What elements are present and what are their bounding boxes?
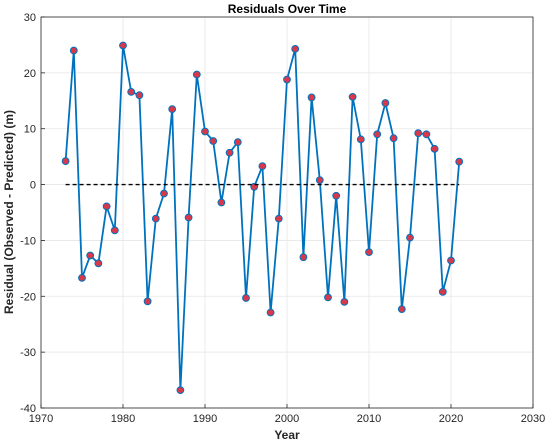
residual-point <box>135 91 144 100</box>
residual-point <box>291 44 300 53</box>
residual-point <box>324 293 332 302</box>
y-tick-label: 20 <box>24 68 36 80</box>
residual-point <box>225 148 234 157</box>
tick-group: 1970 1980 1990 2000 2010 2020 2030-40-30-20-10… <box>20 12 545 425</box>
residual-point <box>422 130 431 139</box>
y-axis-label: Residual (Observed - Predicted) (m) <box>2 110 16 314</box>
x-tick-label: 2020 <box>439 413 463 425</box>
residual-point <box>176 386 185 395</box>
residual-point <box>397 305 406 314</box>
y-tick-label: 0 <box>30 180 36 192</box>
residual-point <box>414 129 423 138</box>
residual-point <box>406 233 414 242</box>
y-tick-label: -40 <box>20 403 36 415</box>
residual-point <box>78 273 86 282</box>
residual-point <box>192 70 201 79</box>
x-axis-label: Year <box>274 428 300 442</box>
residual-point <box>209 137 218 145</box>
series-group <box>61 41 464 395</box>
residual-point <box>94 259 103 268</box>
residual-point <box>110 226 119 235</box>
residual-point <box>168 105 177 114</box>
residual-point <box>61 157 70 166</box>
residual-point <box>160 189 168 198</box>
y-tick-label: 30 <box>24 12 36 24</box>
residual-point <box>266 308 275 317</box>
residual-point <box>381 99 390 107</box>
residual-point <box>119 41 127 50</box>
residual-point <box>233 138 242 147</box>
residual-point <box>258 162 267 171</box>
residual-point <box>151 214 160 223</box>
residual-point <box>102 202 111 211</box>
residual-point <box>373 130 382 139</box>
residual-point <box>430 144 439 153</box>
x-tick-label: 1970 <box>29 413 53 425</box>
residual-point <box>201 127 209 136</box>
residual-point <box>283 75 291 84</box>
residual-point <box>299 253 308 262</box>
residual-point <box>356 135 365 144</box>
chart-title: Residuals Over Time <box>228 2 347 16</box>
residual-point <box>127 87 136 96</box>
residual-point <box>389 134 398 143</box>
x-tick-label: 1990 <box>193 413 217 425</box>
residual-point <box>332 191 341 200</box>
x-tick-label: 2000 <box>275 413 299 425</box>
residual-point <box>69 46 78 55</box>
residual-point <box>143 297 152 306</box>
residual-point <box>274 214 283 223</box>
y-tick-label: 10 <box>24 124 36 136</box>
residual-point <box>438 287 447 296</box>
residual-point <box>348 92 357 101</box>
x-tick-label: 1980 <box>111 413 135 425</box>
residual-point <box>242 294 250 302</box>
residual-point <box>86 251 95 260</box>
y-tick-label: -10 <box>20 235 36 247</box>
residual-point <box>447 256 455 265</box>
residual-point <box>365 248 373 257</box>
residual-point <box>217 198 226 207</box>
x-tick-label: 2010 <box>357 413 381 425</box>
residual-point <box>340 297 349 306</box>
x-tick-label: 2030 <box>521 413 545 425</box>
residual-point <box>315 176 324 185</box>
residual-point <box>307 93 316 102</box>
y-tick-label: -20 <box>20 291 36 303</box>
residual-point <box>455 157 464 166</box>
y-tick-label: -30 <box>20 347 36 359</box>
residual-point <box>184 213 193 222</box>
